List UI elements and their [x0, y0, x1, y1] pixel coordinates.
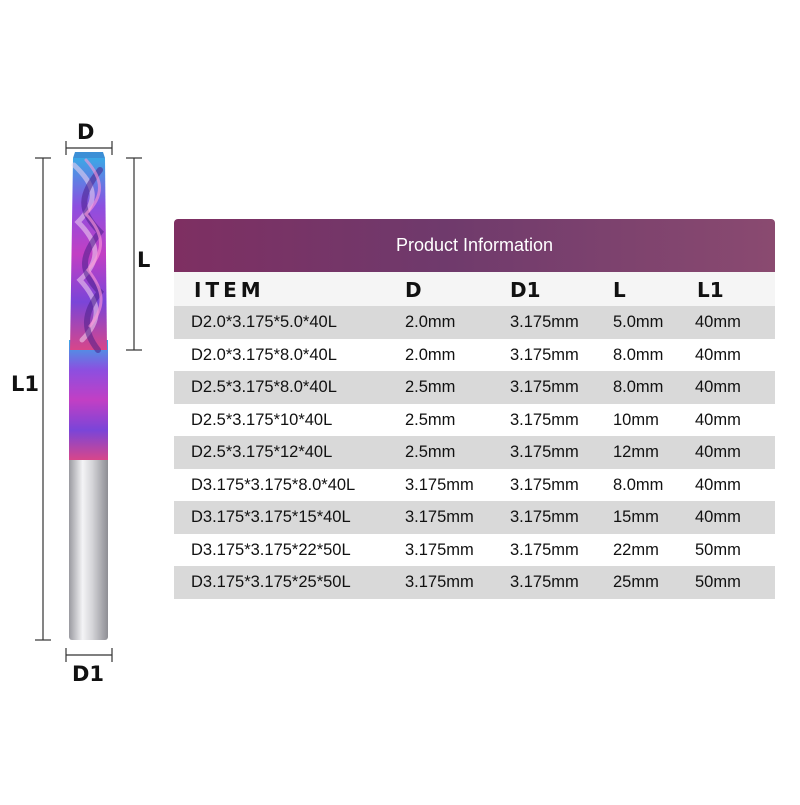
end-mill-illustration [35, 141, 142, 662]
dim-d [65, 141, 113, 155]
header-d1: D1 [510, 278, 541, 302]
cell-d1: 3.175mm [510, 313, 579, 331]
cell-d: 2.0mm [405, 345, 456, 364]
coated-neck [69, 340, 108, 460]
cell-d1: 3.175mm [510, 345, 579, 364]
table-row: D2.0*3.175*8.0*40L 2.0mm 3.175mm 8.0mm 4… [174, 338, 775, 371]
cell-l1: 40mm [695, 443, 741, 461]
cell-d: 2.5mm [405, 378, 456, 396]
cell-d1: 3.175mm [510, 573, 579, 591]
table-title: Product Information [174, 219, 775, 272]
cell-l: 10mm [613, 410, 659, 429]
cell-l: 22mm [613, 540, 659, 559]
cell-l1: 40mm [695, 313, 741, 331]
dim-label-l1: L1 [11, 372, 39, 396]
cell-l1: 40mm [695, 345, 741, 364]
cell-d1: 3.175mm [510, 378, 579, 396]
cell-item: D2.5*3.175*8.0*40L [191, 378, 337, 396]
cell-d1: 3.175mm [510, 475, 579, 494]
cell-l1: 40mm [695, 508, 741, 526]
dim-l [126, 157, 142, 351]
dim-label-d1: D1 [72, 662, 105, 686]
cell-d: 3.175mm [405, 573, 474, 591]
cell-item: D2.5*3.175*12*40L [191, 443, 333, 461]
table-row: D3.175*3.175*15*40L 3.175mm 3.175mm 15mm… [174, 501, 775, 534]
table-row: D3.175*3.175*8.0*40L 3.175mm 3.175mm 8.0… [174, 468, 775, 501]
cell-l1: 40mm [695, 378, 741, 396]
cell-d: 3.175mm [405, 475, 474, 494]
table-row: D3.175*3.175*25*50L 3.175mm 3.175mm 25mm… [174, 566, 775, 599]
shank [69, 455, 108, 640]
cell-l1: 40mm [695, 410, 741, 429]
table-row: D3.175*3.175*22*50L 3.175mm 3.175mm 22mm… [174, 533, 775, 566]
cell-l1: 50mm [695, 540, 741, 559]
dim-l1 [35, 157, 51, 641]
column-header-row: ITEM D D1 L L1 [174, 272, 775, 306]
cell-l: 8.0mm [613, 345, 664, 364]
cell-item: D3.175*3.175*22*50L [191, 540, 351, 559]
cell-d: 2.5mm [405, 410, 456, 429]
cell-l: 8.0mm [613, 378, 664, 396]
cell-d1: 3.175mm [510, 540, 579, 559]
dim-d1 [65, 648, 113, 662]
cell-item: D3.175*3.175*25*50L [191, 573, 351, 591]
spiral-flutes [71, 158, 105, 353]
table-row: D2.0*3.175*5.0*40L 2.0mm 3.175mm 5.0mm 4… [174, 306, 775, 339]
cell-l: 15mm [613, 508, 659, 526]
cell-item: D3.175*3.175*8.0*40L [191, 475, 356, 494]
cell-d1: 3.175mm [510, 410, 579, 429]
header-l: L [613, 278, 626, 302]
table-row: D2.5*3.175*10*40L 2.5mm 3.175mm 10mm 40m… [174, 403, 775, 436]
dim-label-l: L [137, 248, 151, 272]
table-row: D2.5*3.175*8.0*40L 2.5mm 3.175mm 8.0mm 4… [174, 371, 775, 404]
dim-label-d: D [77, 120, 95, 144]
product-information-table: Product Information ITEM D D1 L L1 D2.0*… [174, 219, 775, 599]
end-mill-diagram: D L L1 D1 [0, 0, 170, 800]
cell-item: D2.0*3.175*8.0*40L [191, 345, 337, 364]
cell-item: D2.5*3.175*10*40L [191, 410, 333, 429]
cell-d: 2.5mm [405, 443, 456, 461]
cell-l: 8.0mm [613, 475, 664, 494]
cutting-tip [73, 152, 105, 158]
cell-d1: 3.175mm [510, 443, 579, 461]
cell-l: 12mm [613, 443, 659, 461]
cell-item: D3.175*3.175*15*40L [191, 508, 351, 526]
cell-item: D2.0*3.175*5.0*40L [191, 313, 337, 331]
header-l1: L1 [697, 278, 724, 302]
cell-l1: 50mm [695, 573, 741, 591]
cell-d1: 3.175mm [510, 508, 579, 526]
cell-d: 3.175mm [405, 508, 474, 526]
cell-l1: 40mm [695, 475, 741, 494]
cell-l: 5.0mm [613, 313, 664, 331]
header-d: D [405, 278, 422, 302]
cell-d: 3.175mm [405, 540, 474, 559]
cell-l: 25mm [613, 573, 659, 591]
table-row: D2.5*3.175*12*40L 2.5mm 3.175mm 12mm 40m… [174, 436, 775, 469]
header-item: ITEM [194, 278, 265, 302]
cell-d: 2.0mm [405, 313, 456, 331]
